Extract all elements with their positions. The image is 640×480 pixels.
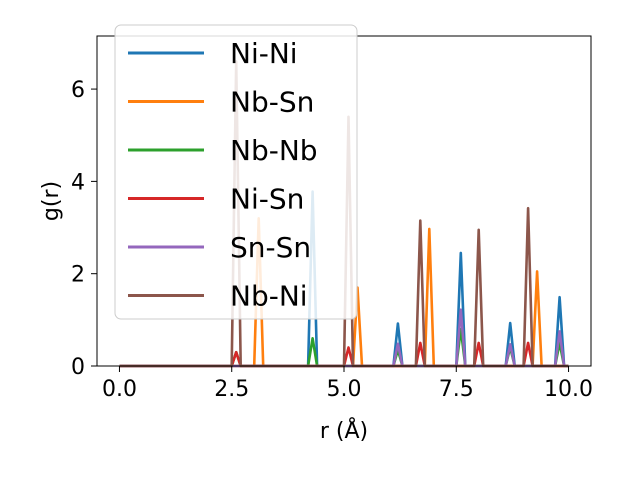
legend-label: Ni-Sn (230, 183, 304, 216)
legend: Ni-Ni Nb-Sn Nb-Nb Ni-Sn Sn-Sn Nb-Ni (114, 24, 358, 320)
legend-label: Ni-Ni (230, 37, 298, 70)
x-tick-label: 7.5 (439, 377, 474, 402)
y-axis-label: g(r) (39, 181, 64, 221)
y-tick-label: 2 (71, 263, 85, 288)
y-tick-label: 6 (71, 78, 85, 103)
x-tick-label: 5.0 (327, 377, 362, 402)
legend-label: Sn-Sn (230, 231, 311, 264)
x-axis: 0.0 2.5 5.0 7.5 10.0 (102, 366, 593, 402)
legend-label: Nb-Sn (230, 86, 314, 119)
x-tick-label: 10.0 (544, 377, 593, 402)
y-tick-label: 0 (71, 355, 85, 380)
legend-label: Nb-Nb (230, 134, 318, 167)
legend-label: Nb-Ni (230, 280, 308, 313)
x-tick-label: 2.5 (214, 377, 249, 402)
x-axis-label: r (Å) (320, 417, 368, 444)
x-tick-label: 0.0 (102, 377, 137, 402)
y-axis: 0 2 4 6 (71, 78, 97, 380)
y-tick-label: 4 (71, 170, 85, 195)
